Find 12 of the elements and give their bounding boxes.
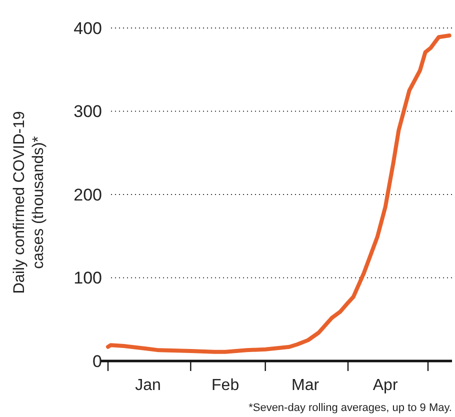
text: *Seven-day rolling averages, up to 9 May.	[248, 402, 452, 414]
x-tick-label: Apr	[372, 377, 398, 394]
x-tick-label: Feb	[212, 377, 240, 394]
y-axis-title: Daily confirmed COVID-19 cases (thousands)*	[11, 111, 47, 294]
line-series	[106, 33, 452, 354]
y-tick-label: 200	[74, 185, 102, 204]
y-tick-label: 300	[74, 102, 102, 122]
y-tick-label: 400	[74, 18, 102, 38]
y-tick-label: 0	[92, 352, 102, 371]
y-tick-label: 100	[74, 268, 102, 288]
x-tick-label: Mar	[292, 377, 320, 394]
x-tick-label: Jan	[135, 377, 161, 394]
